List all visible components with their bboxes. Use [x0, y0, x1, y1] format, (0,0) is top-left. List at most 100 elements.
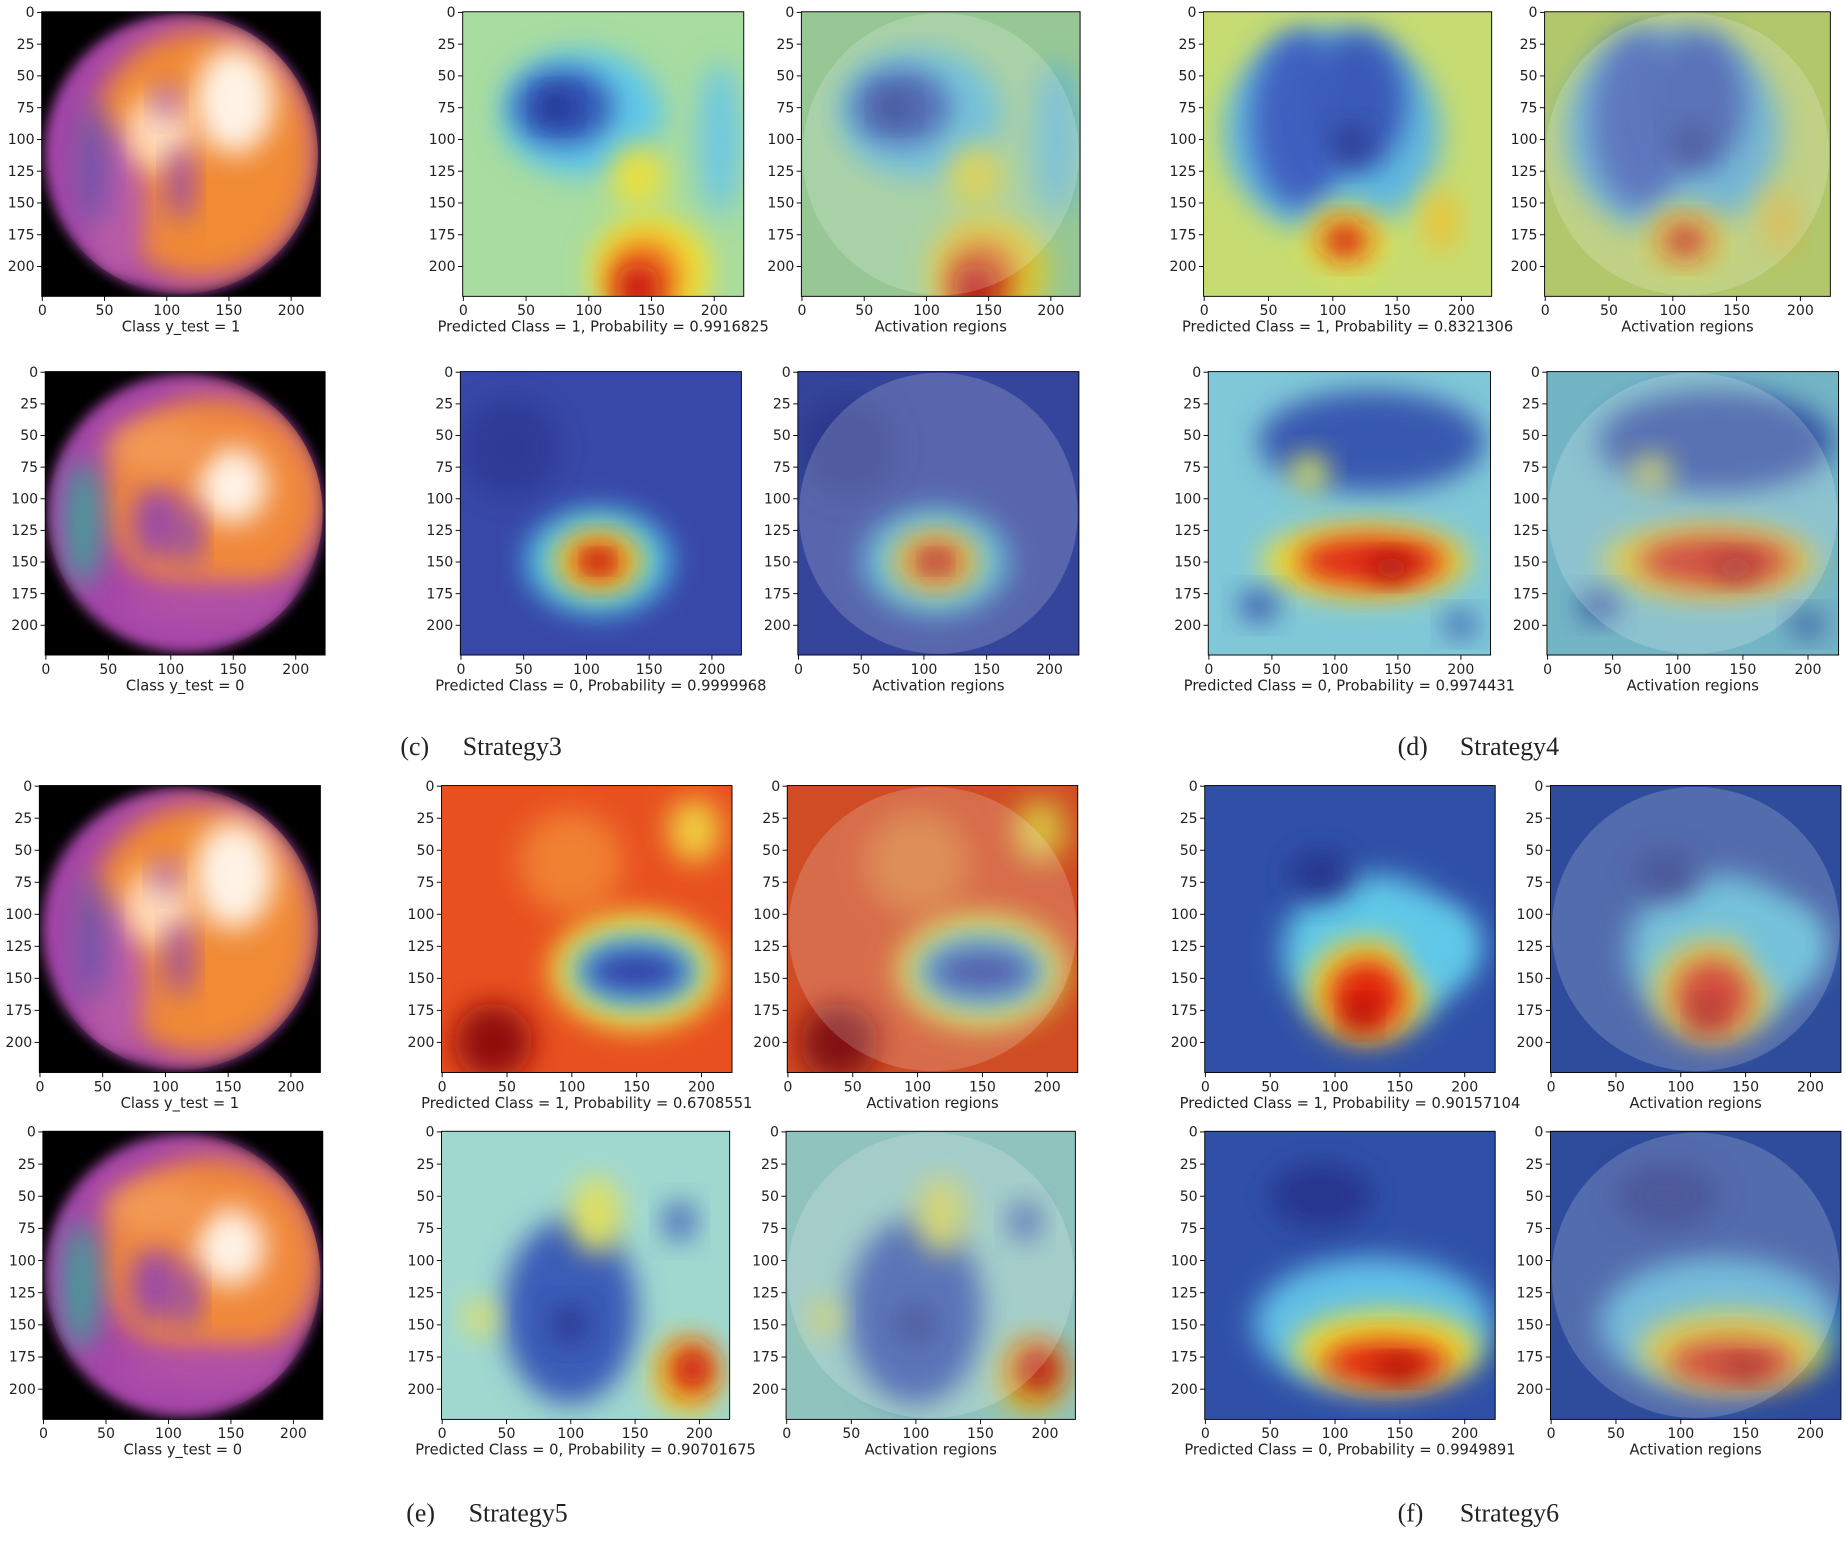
blob	[895, 1304, 935, 1344]
y-tick-label: 50	[438, 69, 456, 85]
image-content	[1239, 390, 1486, 638]
blob	[550, 1304, 590, 1344]
y-tick-label: 25	[1525, 811, 1543, 827]
y-tick-label: 200	[767, 259, 794, 275]
x-tick-label: 100	[1319, 303, 1346, 319]
y-tick-label: 175	[1516, 1003, 1543, 1019]
y-tick-label: 25	[1179, 37, 1197, 53]
y-tick-label: 50	[1525, 843, 1543, 859]
y-tick-label: 175	[9, 1350, 36, 1366]
blob	[1309, 30, 1407, 171]
y-tick-label: 125	[1171, 939, 1198, 955]
y-tick-label: 0	[771, 779, 780, 795]
heat-blobs	[460, 396, 672, 615]
image-content	[787, 785, 1078, 1073]
image	[1203, 11, 1492, 297]
y-tick-label: 125	[9, 1285, 36, 1301]
panel: 0 25 50 75 100 125 150 175 200 0 50 100 150 200 Activa…	[764, 365, 1080, 694]
x-tick-label: 150	[622, 1426, 649, 1442]
x-tick-label: 150	[1732, 1079, 1759, 1095]
blob	[74, 100, 109, 228]
x-tick-label: 150	[1384, 662, 1411, 678]
image	[441, 785, 732, 1073]
frame	[797, 371, 1080, 656]
image	[460, 371, 742, 656]
overlay-disc	[787, 1132, 1075, 1419]
x-tick-label: 0	[1201, 1426, 1210, 1442]
y-tick-label: 175	[1170, 227, 1197, 243]
blob	[65, 460, 101, 587]
y-tick-label: 150	[1171, 1318, 1198, 1334]
x-tick-label: 0	[41, 662, 50, 678]
y-tick-label: 125	[408, 939, 435, 955]
y-tick-label: 75	[17, 100, 35, 116]
x-tick-label: 200	[278, 303, 305, 319]
panel: 0 25 50 75 100 125 150 175 200 0 50 100 150 200 Class …	[8, 5, 321, 336]
blob	[168, 145, 194, 222]
y-tick-label: 75	[1525, 1221, 1543, 1237]
y-tick-label: 200	[426, 618, 453, 634]
y-tick-label: 50	[417, 1189, 435, 1205]
image	[1204, 1131, 1496, 1420]
x-tick-label: 100	[1667, 1426, 1694, 1442]
y-tick-label: 175	[5, 1003, 32, 1019]
blob	[167, 920, 193, 997]
y-tick-label: 50	[761, 1189, 779, 1205]
y-tick-label: 0	[770, 1125, 779, 1141]
panel-caption: Activation regions	[1630, 1095, 1762, 1112]
panel-caption: Predicted Class = 1, Probability = 0.832…	[1182, 319, 1513, 336]
blob	[929, 948, 1034, 995]
x-tick-label: 200	[1797, 1079, 1824, 1095]
x-tick-label: 0	[782, 1426, 791, 1442]
image-content	[460, 396, 672, 615]
blob	[1370, 555, 1412, 581]
x-tick-label: 0	[783, 1079, 792, 1095]
panel-caption: Predicted Class = 0, Probability = 0.994…	[1184, 1442, 1515, 1459]
x-tick-label: 150	[215, 303, 242, 319]
y-tick-label: 125	[752, 1285, 779, 1301]
y-tick-label: 125	[1516, 939, 1543, 955]
image-content	[786, 1131, 1076, 1420]
panel: 0 25 50 75 100 125 150 175 200 0 50 100 150 200 Activa…	[1516, 1125, 1842, 1459]
image-content	[45, 1133, 321, 1417]
blob	[1379, 1358, 1419, 1380]
y-tick-label: 50	[18, 1189, 36, 1205]
y-tick-label: 150	[764, 555, 791, 571]
x-tick-label: 0	[459, 303, 468, 319]
panel: 0 25 50 75 100 125 150 175 200 0 50 100 150 200 Class …	[5, 779, 321, 1112]
blob	[1579, 590, 1619, 621]
y-tick-label: 175	[1171, 1350, 1198, 1366]
blob	[669, 1343, 716, 1395]
blob	[1321, 222, 1369, 259]
x-tick-label: 150	[1729, 662, 1756, 678]
panel-caption: Predicted Class = 1, Probability = 0.991…	[438, 319, 769, 336]
x-tick-label: 200	[1447, 662, 1474, 678]
y-tick-label: 100	[1511, 132, 1538, 148]
panel: 0 25 50 75 100 125 150 175 200 0 50 100 150 200 Class …	[11, 365, 326, 694]
blob	[865, 811, 969, 914]
x-tick-label: 150	[1386, 1079, 1413, 1095]
y-tick-label: 200	[753, 1035, 780, 1051]
x-tick-label: 200	[1448, 303, 1475, 319]
y-tick-label: 150	[767, 196, 794, 212]
y-tick-label: 150	[1516, 971, 1543, 987]
y-tick-label: 125	[1170, 164, 1197, 180]
y-tick-label: 75	[762, 875, 780, 891]
blob	[1638, 536, 1795, 587]
x-tick-label: 200	[686, 1426, 713, 1442]
blob	[797, 396, 899, 499]
image-content	[1550, 785, 1841, 1073]
x-tick-label: 100	[902, 1426, 929, 1442]
x-tick-label: 0	[1200, 303, 1209, 319]
y-tick-label: 25	[1522, 397, 1540, 413]
y-tick-label: 175	[11, 586, 38, 602]
blob	[174, 1266, 200, 1331]
y-tick-label: 100	[426, 491, 453, 507]
y-tick-label: 50	[1180, 843, 1198, 859]
overlay-tint	[1550, 1131, 1841, 1420]
y-tick-label: 150	[429, 196, 456, 212]
panel-caption: Activation regions	[872, 677, 1004, 694]
x-tick-label: 100	[157, 662, 184, 678]
y-tick-label: 0	[782, 365, 791, 381]
